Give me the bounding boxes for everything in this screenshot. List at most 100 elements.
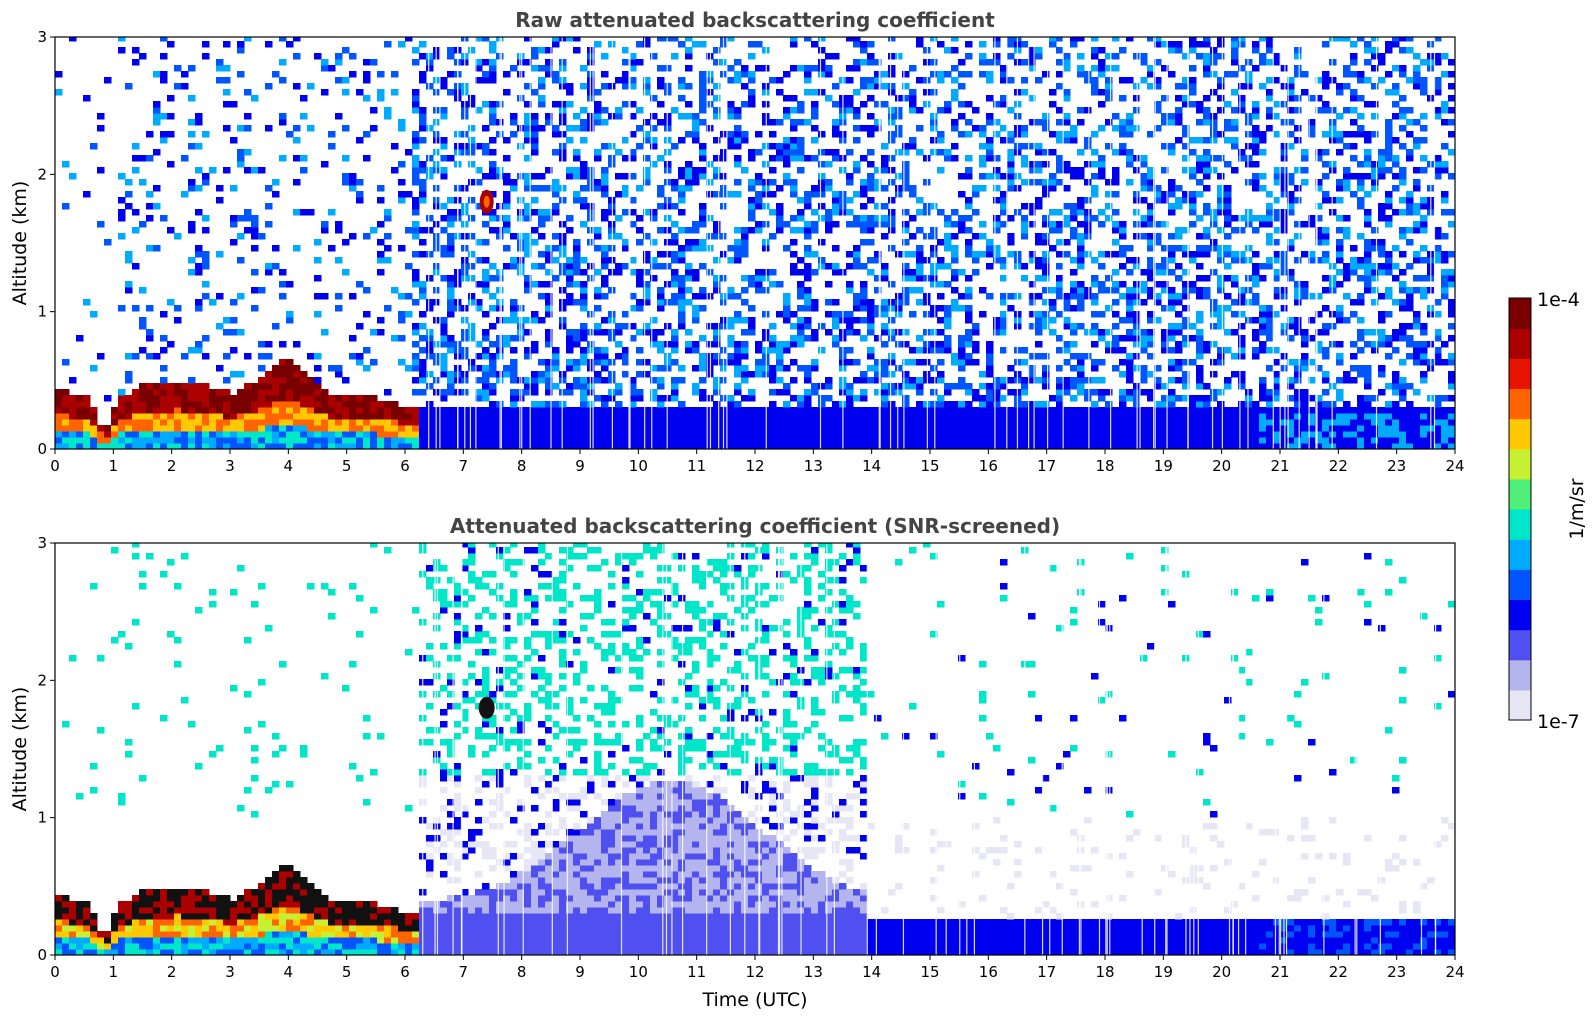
backscatter-cell <box>468 323 476 330</box>
backscatter-cell <box>1168 119 1176 126</box>
backscatter-cell <box>811 425 819 432</box>
backscatter-cell <box>419 185 427 192</box>
backscatter-cell <box>1077 251 1085 258</box>
backscatter-cell <box>1280 251 1288 258</box>
backscatter-cell <box>237 431 245 438</box>
backscatter-cell <box>1140 155 1148 162</box>
backscatter-cell <box>1280 443 1288 449</box>
backscatter-cell <box>958 191 966 198</box>
backscatter-cell <box>881 383 889 390</box>
backscatter-cell <box>986 401 994 408</box>
backscatter-cell <box>1280 209 1288 216</box>
backscatter-cell <box>1112 299 1120 306</box>
backscatter-cell <box>923 155 931 162</box>
backscatter-cell <box>503 215 511 222</box>
backscatter-cell <box>874 425 882 432</box>
backscatter-cell <box>804 431 812 438</box>
backscatter-cell <box>825 53 833 60</box>
backscatter-cell <box>657 37 665 42</box>
backscatter-cell <box>881 401 889 408</box>
backscatter-cell <box>1154 191 1162 198</box>
backscatter-cell <box>1112 251 1120 258</box>
backscatter-cell <box>1203 137 1211 144</box>
backscatter-cell <box>223 101 231 108</box>
backscatter-cell <box>244 167 252 174</box>
backscatter-cell <box>1168 179 1176 186</box>
backscatter-cell <box>335 77 343 84</box>
backscatter-cell <box>895 413 903 420</box>
backscatter-cell <box>776 431 784 438</box>
backscatter-cell <box>1126 37 1134 42</box>
backscatter-cell <box>1119 125 1127 132</box>
backscatter-cell <box>832 221 840 228</box>
backscatter-cell <box>1021 155 1029 162</box>
backscatter-cell <box>447 251 455 258</box>
backscatter-cell <box>986 437 994 444</box>
backscatter-cell <box>748 389 756 396</box>
backscatter-cell <box>615 149 623 156</box>
backscatter-cell <box>601 329 609 336</box>
backscatter-cell <box>1070 269 1078 276</box>
backscatter-cell <box>1000 173 1008 180</box>
backscatter-cell <box>944 341 952 348</box>
backscatter-cell <box>1112 65 1120 72</box>
backscatter-cell <box>608 437 616 444</box>
backscatter-cell <box>608 431 616 438</box>
backscatter-cell <box>958 413 966 420</box>
backscatter-cell <box>993 389 1001 396</box>
backscatter-cell <box>636 59 644 66</box>
backscatter-cell <box>783 143 791 150</box>
backscatter-cell <box>132 305 140 312</box>
backscatter-cell <box>1224 425 1232 432</box>
backscatter-cell <box>517 389 525 396</box>
backscatter-cell <box>1196 53 1204 60</box>
backscatter-cell <box>790 227 798 234</box>
backscatter-cell <box>678 77 686 84</box>
backscatter-cell <box>482 389 490 396</box>
backscatter-cell <box>538 413 546 420</box>
backscatter-cell <box>818 149 826 156</box>
backscatter-cell <box>692 431 700 438</box>
backscatter-cell <box>867 269 875 276</box>
backscatter-cell <box>293 389 301 396</box>
backscatter-cell <box>727 323 735 330</box>
backscatter-cell <box>1063 239 1071 246</box>
backscatter-cell <box>1182 131 1190 138</box>
backscatter-cell <box>510 335 518 342</box>
backscatter-cell <box>832 155 840 162</box>
backscatter-cell <box>1252 161 1260 168</box>
backscatter-cell <box>314 401 322 408</box>
backscatter-cell <box>97 125 105 132</box>
backscatter-cell <box>524 119 532 126</box>
backscatter-cell <box>699 107 707 114</box>
backscatter-cell <box>356 353 364 360</box>
backscatter-cell <box>552 443 560 449</box>
backscatter-cell <box>447 233 455 240</box>
backscatter-cell <box>1105 347 1113 354</box>
backscatter-cell <box>573 281 581 288</box>
backscatter-cell <box>706 353 714 360</box>
backscatter-cell <box>1224 119 1232 126</box>
backscatter-cell <box>160 347 168 354</box>
backscatter-cell <box>489 359 497 366</box>
backscatter-cell <box>258 431 266 438</box>
backscatter-cell <box>573 431 581 438</box>
backscatter-cell <box>713 227 721 234</box>
backscatter-cell <box>755 41 763 48</box>
backscatter-cell <box>307 383 315 390</box>
backscatter-cell <box>832 197 840 204</box>
backscatter-cell <box>1273 293 1281 300</box>
backscatter-cell <box>1049 425 1057 432</box>
backscatter-cell <box>1105 287 1113 294</box>
backscatter-cell <box>965 419 973 426</box>
backscatter-cell <box>944 437 952 444</box>
backscatter-cell <box>629 149 637 156</box>
backscatter-cell <box>783 419 791 426</box>
backscatter-cell <box>804 269 812 276</box>
backscatter-cell <box>1077 149 1085 156</box>
backscatter-cell <box>391 335 399 342</box>
backscatter-cell <box>594 89 602 96</box>
backscatter-cell <box>601 71 609 78</box>
backscatter-cell <box>1070 281 1078 288</box>
backscatter-cell <box>440 317 448 324</box>
